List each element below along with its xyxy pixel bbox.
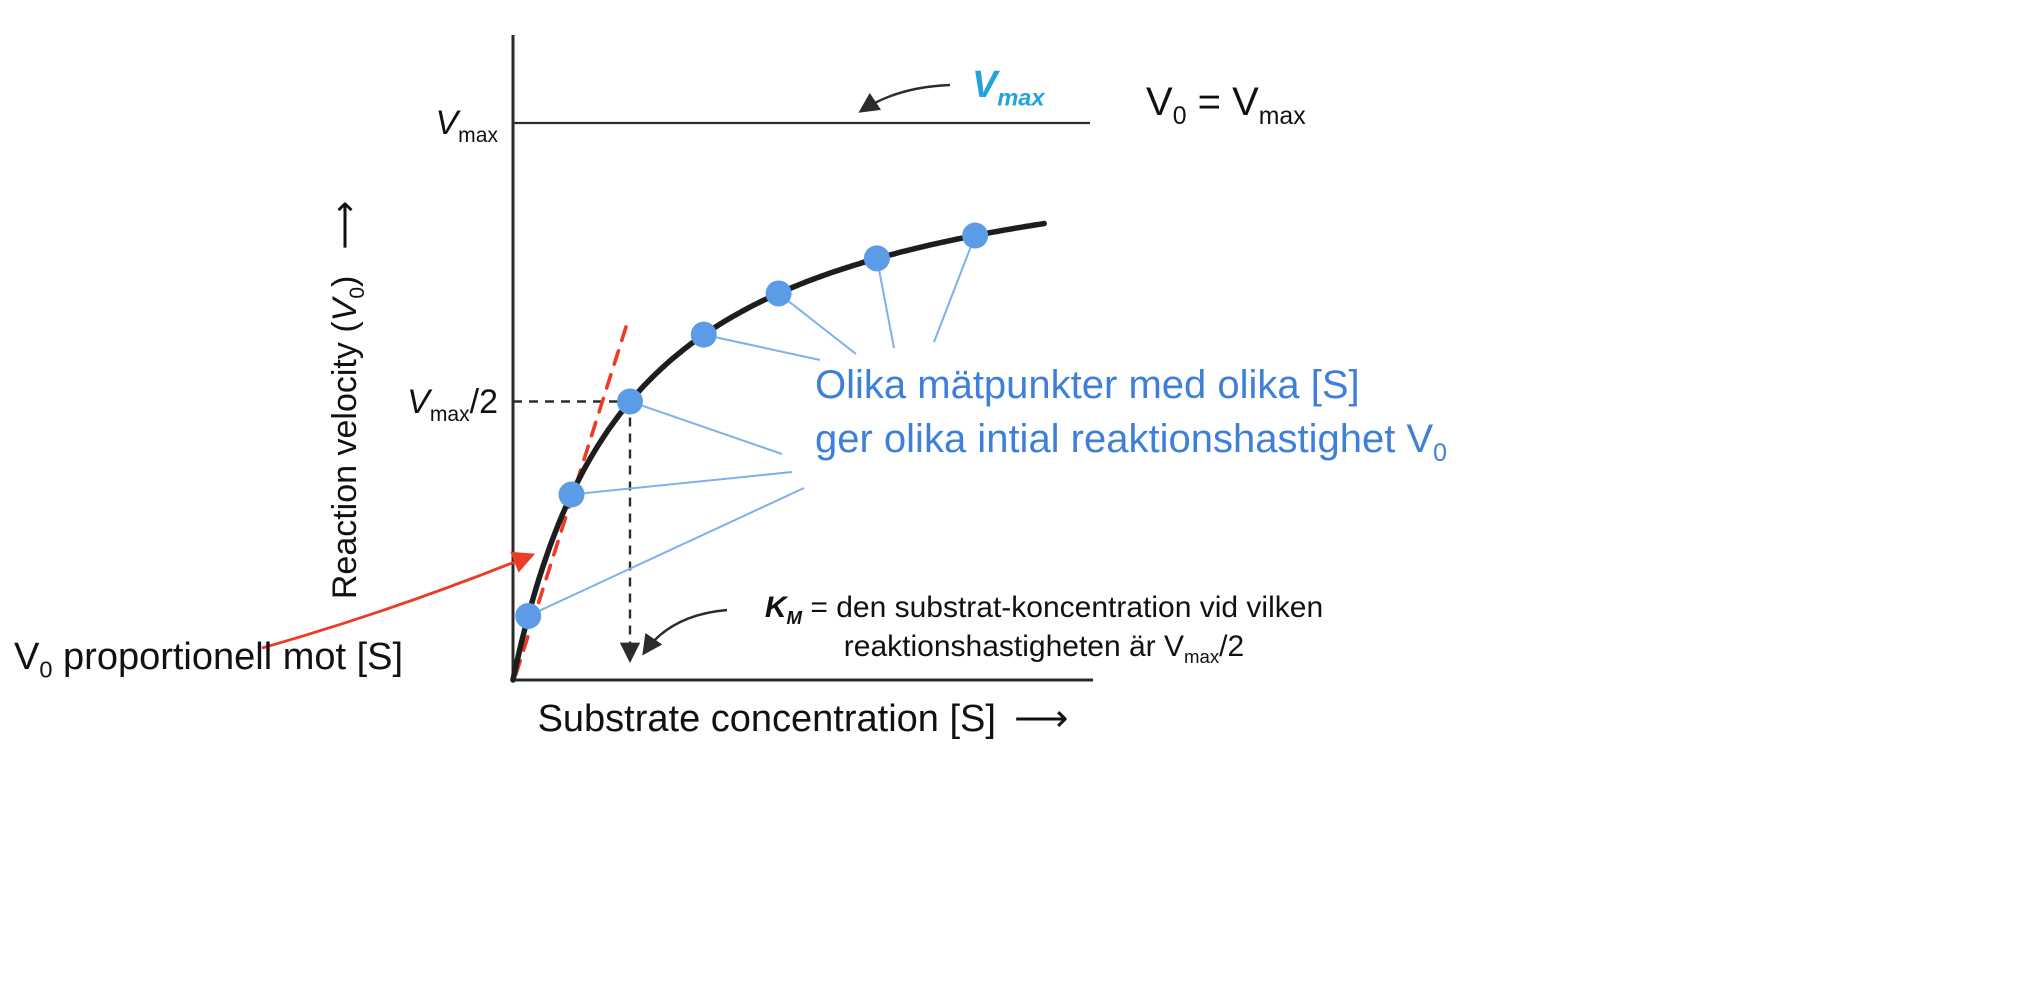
v0prop-rest: proportionell mot [S] xyxy=(52,636,404,678)
measure-points-note-line2: ger olika intial reaktionshastighet V0 xyxy=(815,412,1447,466)
v0eq-a-sub: 0 xyxy=(1172,103,1187,130)
km-note-line1-rest: = den substrat-koncentration vid vilken xyxy=(802,591,1324,624)
km-note-var: K xyxy=(764,591,787,624)
point-callout-line xyxy=(571,471,793,496)
point-callout-line xyxy=(875,258,895,349)
ytick-half-vmax-sub: max xyxy=(429,402,470,426)
point-callout-line xyxy=(703,333,821,361)
measure-points-note-line1: Olika mätpunkter med olika [S] xyxy=(815,363,1360,407)
vmax-callout-arrow xyxy=(858,83,951,113)
km-note-line2-text: reaktionshastigheten är V xyxy=(843,630,1185,663)
v0prop-var: V xyxy=(14,636,40,678)
km-callout-arrow xyxy=(642,608,728,656)
v0eq-b-sub: max xyxy=(1258,103,1306,130)
km-note-line2-sub: max xyxy=(1184,646,1220,667)
v0-proportional-note: V0 proportionell mot [S] xyxy=(14,636,404,681)
vmax-callout-var: V xyxy=(972,64,998,106)
data-point xyxy=(962,222,989,249)
km-note-line2: reaktionshastigheten är Vmax/2 xyxy=(728,627,1360,666)
data-point xyxy=(558,481,585,508)
v0eq-mid: = V xyxy=(1186,80,1259,124)
ytick-half-vmax-suffix: /2 xyxy=(469,383,498,421)
ytick-vmax-sub: max xyxy=(458,123,498,147)
data-point xyxy=(617,388,643,415)
ytick-half-vmax-var: V xyxy=(407,383,430,421)
point-callout-line xyxy=(527,487,805,617)
x-axis-label-text: Substrate concentration [S] xyxy=(537,698,996,740)
ytick-vmax-var: V xyxy=(435,104,459,142)
x-axis-arrow: ⟶ xyxy=(1013,698,1069,740)
v0eq-a-var: V xyxy=(1146,80,1173,124)
data-point xyxy=(863,245,890,272)
y-axis-label-post: ) xyxy=(326,275,364,287)
point-callout-lines xyxy=(527,235,977,617)
vmax-callout-label: Vmax xyxy=(972,64,1045,109)
x-axis-label: Substrate concentration [S] ⟶ xyxy=(513,696,1093,741)
y-axis-label: Reaction velocity (V0) ⟶ xyxy=(315,150,375,650)
y-axis-arrow: ⟶ xyxy=(326,200,364,250)
v0prop-sub: 0 xyxy=(39,656,53,683)
ytick-half-vmax: Vmax/2 xyxy=(368,380,498,426)
point-callout-line xyxy=(777,292,857,355)
km-note-line2-post: /2 xyxy=(1219,630,1245,663)
vmax-callout-sub: max xyxy=(997,84,1045,111)
point-callout-line xyxy=(629,400,783,455)
data-point xyxy=(765,280,792,307)
data-points-group xyxy=(515,222,989,629)
y-axis-label-var: V xyxy=(326,298,364,322)
km-definition-note: KM = den substrat-koncentration vid vilk… xyxy=(728,588,1360,666)
measure-note-line2-sub: 0 xyxy=(1433,440,1447,467)
measure-note-line2-text: ger olika intial reaktionshastighet V xyxy=(815,417,1434,461)
data-point xyxy=(690,321,717,348)
y-axis-label-text: Reaction velocity ( xyxy=(326,321,364,600)
y-axis-label-sub: 0 xyxy=(345,286,369,299)
measure-points-note: Olika mätpunkter med olika [S] ger olika… xyxy=(815,358,1447,466)
km-note-var-sub: M xyxy=(786,607,803,628)
ytick-vmax: Vmax xyxy=(368,101,498,147)
v0-proportional-arrow xyxy=(261,551,536,650)
data-point xyxy=(515,602,542,629)
point-callout-line xyxy=(933,235,977,343)
v0-equals-vmax-label: V0 = Vmax xyxy=(1146,80,1306,129)
km-note-line1: KM = den substrat-koncentration vid vilk… xyxy=(728,588,1360,627)
